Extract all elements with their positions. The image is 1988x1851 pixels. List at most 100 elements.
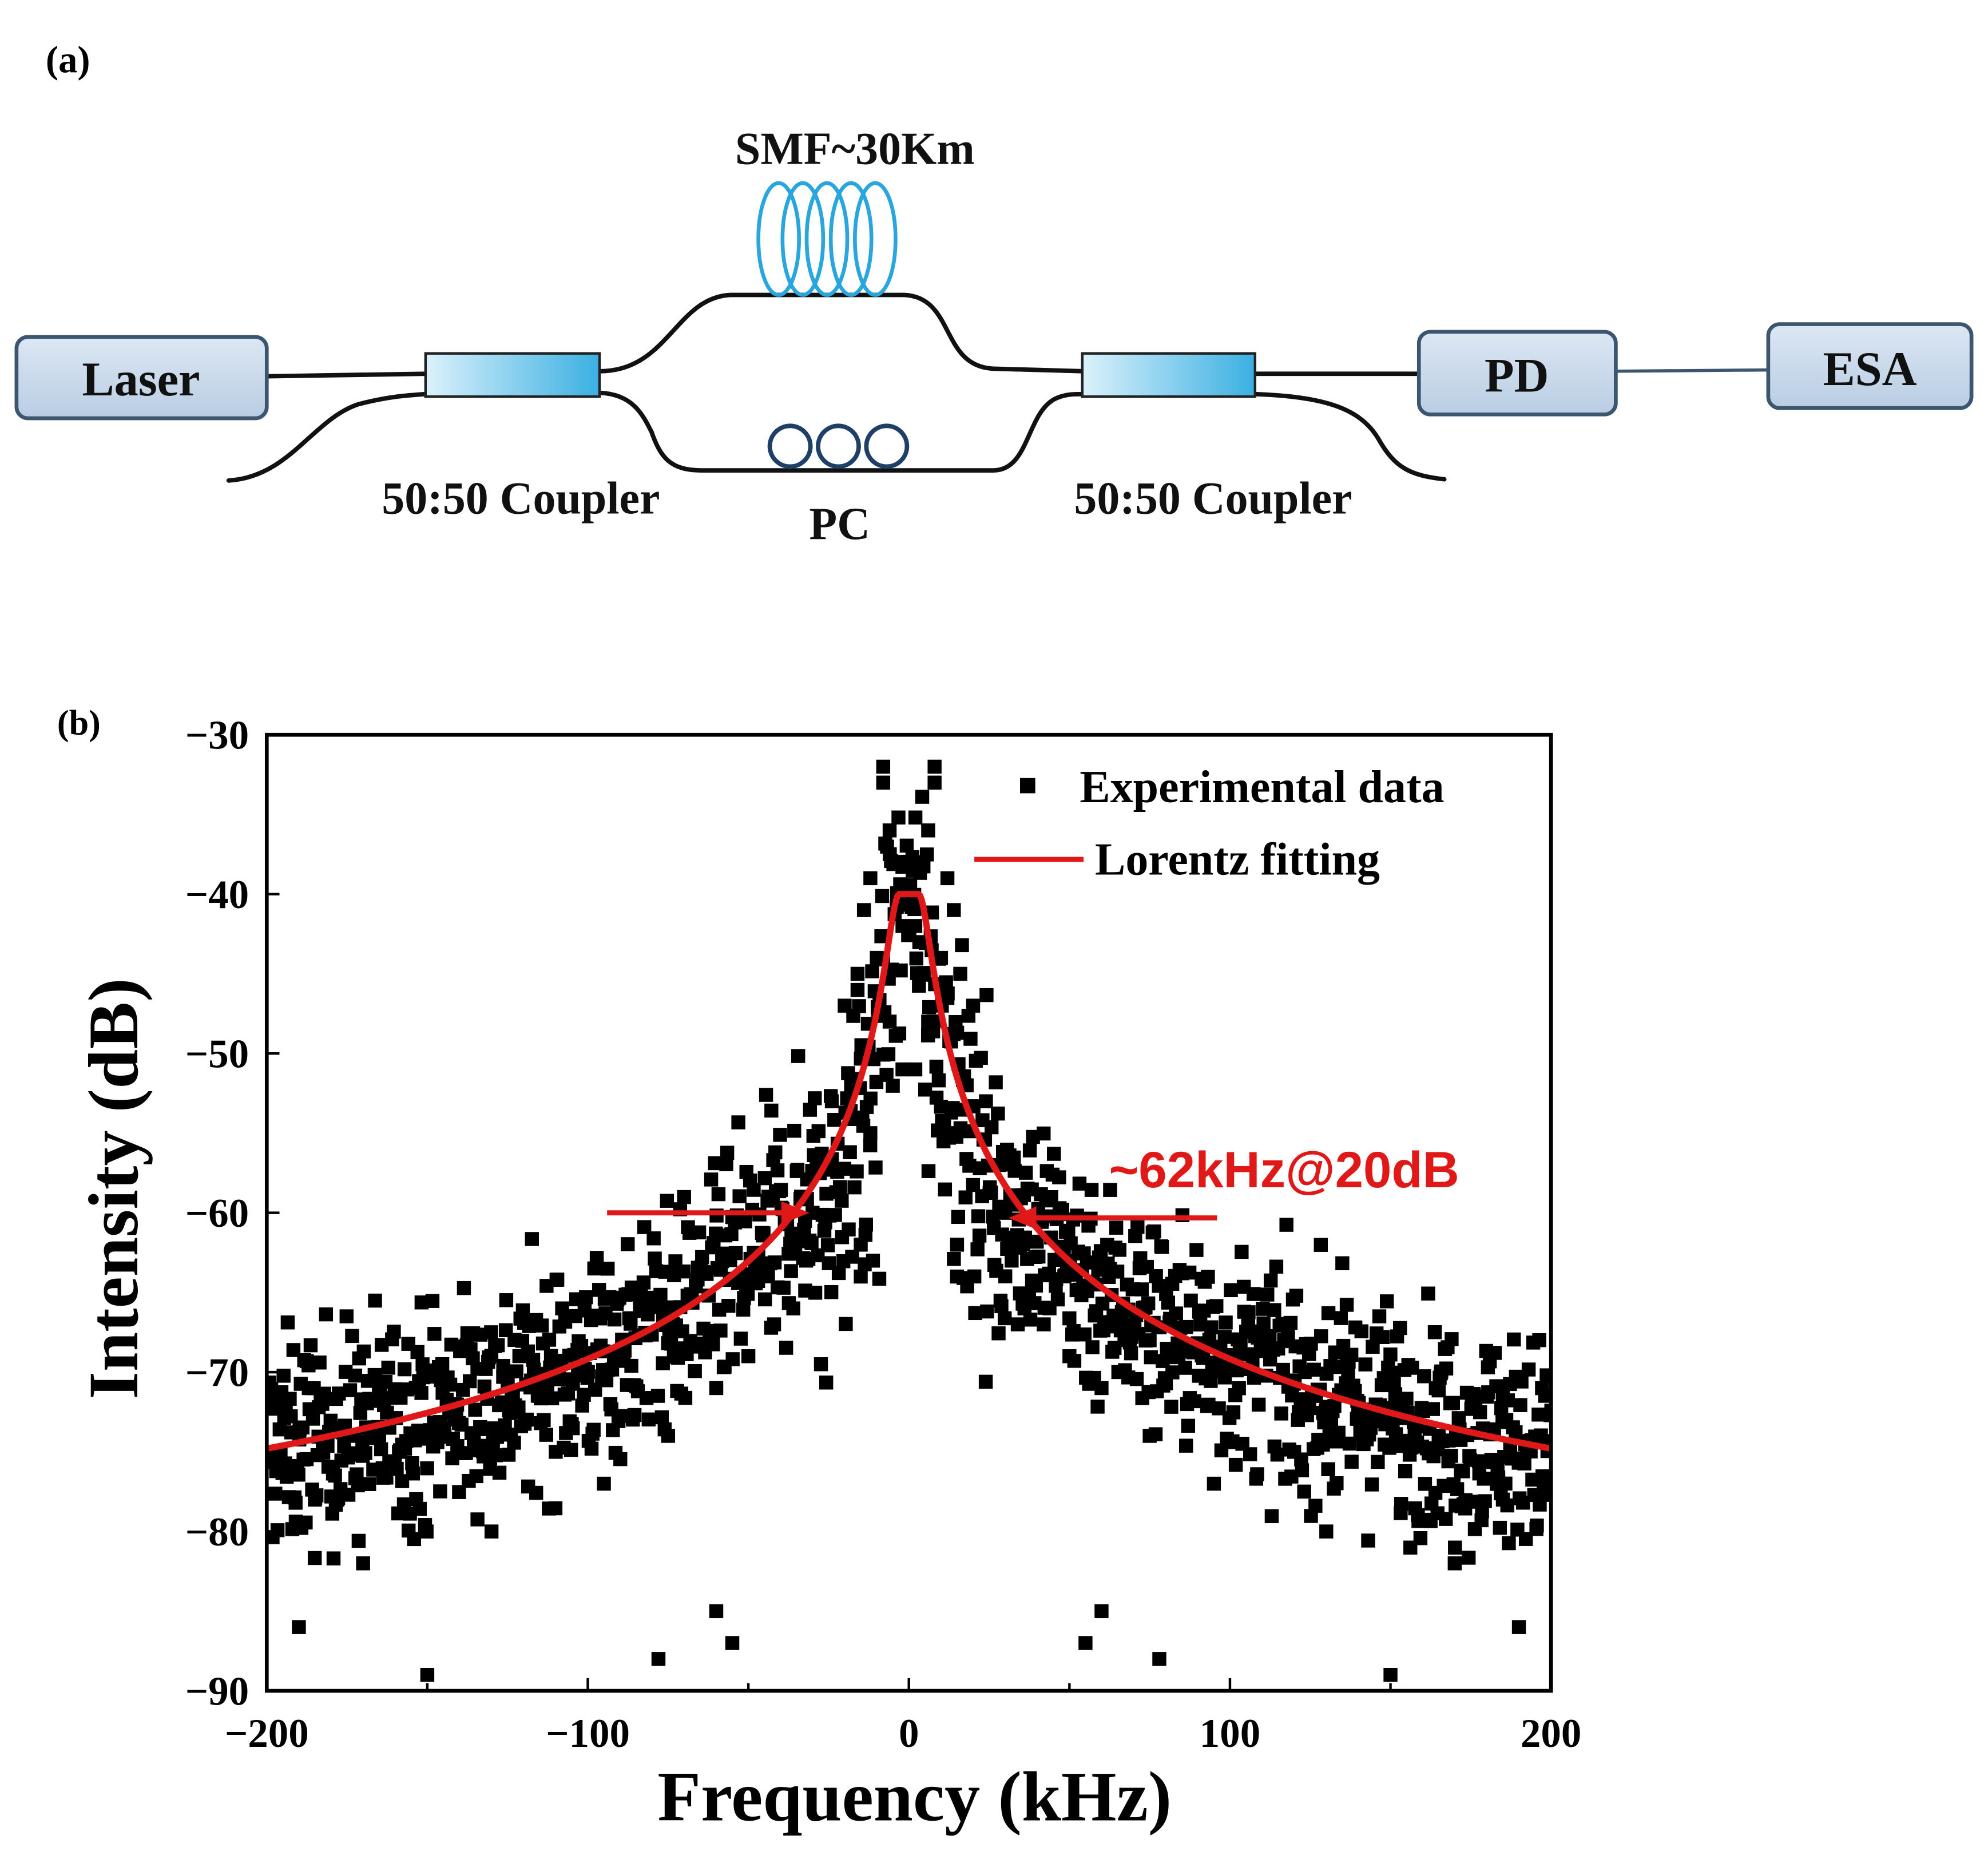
data-point	[921, 823, 935, 838]
data-point	[462, 1374, 477, 1389]
data-point	[1358, 1357, 1372, 1372]
data-point	[412, 1501, 427, 1516]
data-point	[863, 1138, 878, 1152]
data-point	[660, 1194, 674, 1208]
data-point	[1112, 1243, 1127, 1257]
data-point	[824, 1285, 839, 1299]
data-point	[1241, 1305, 1256, 1319]
data-point	[731, 1115, 745, 1129]
data-point	[1165, 1365, 1180, 1380]
data-point	[940, 871, 955, 886]
data-point	[356, 1556, 370, 1571]
data-point	[1383, 1347, 1398, 1362]
data-point	[1094, 1604, 1109, 1619]
data-point	[1124, 1346, 1138, 1361]
data-point	[1267, 1303, 1281, 1317]
data-point	[850, 982, 865, 997]
data-point	[863, 871, 878, 886]
data-point	[604, 1402, 618, 1417]
data-point	[776, 1281, 791, 1295]
data-point	[968, 1306, 982, 1321]
data-point	[876, 775, 891, 790]
data-point	[891, 810, 906, 825]
data-point	[1189, 1243, 1204, 1257]
laser-box	[14, 335, 269, 421]
data-point	[654, 1410, 669, 1425]
data-point	[457, 1281, 471, 1295]
fiber-upper-arm	[597, 292, 1085, 374]
data-point	[303, 1338, 318, 1353]
data-point	[1204, 1320, 1219, 1334]
data-point	[971, 1209, 986, 1223]
data-point	[1399, 1392, 1414, 1406]
data-point	[929, 1059, 944, 1074]
data-point	[842, 1222, 856, 1236]
data-point	[433, 1484, 447, 1499]
data-point	[1478, 1494, 1492, 1508]
data-point	[1269, 1259, 1284, 1274]
data-point	[951, 1210, 966, 1224]
data-point	[1398, 1464, 1412, 1479]
data-point	[1421, 1286, 1435, 1301]
data-point	[621, 1237, 635, 1251]
data-point	[991, 1326, 1006, 1341]
data-point	[548, 1501, 563, 1516]
data-point	[1219, 1315, 1233, 1330]
x-axis: −200 −100 0 100 200	[225, 1678, 1581, 1756]
data-point	[537, 1413, 551, 1428]
data-point	[1201, 1270, 1215, 1284]
y-tick-label: −40	[185, 873, 249, 917]
data-point	[859, 1218, 873, 1232]
data-point	[534, 1318, 549, 1333]
data-point	[1147, 1224, 1161, 1239]
data-point	[358, 1446, 372, 1460]
pc-label: PC	[809, 499, 870, 549]
data-point	[550, 1273, 565, 1287]
data-point	[941, 986, 955, 1001]
data-point	[1297, 1484, 1311, 1499]
data-point	[1531, 1408, 1546, 1422]
data-point	[958, 1190, 973, 1204]
data-point	[843, 1145, 857, 1159]
data-point	[525, 1232, 539, 1246]
data-point	[1274, 1406, 1288, 1421]
data-point	[823, 1089, 838, 1103]
data-point	[1473, 1405, 1487, 1420]
data-point	[937, 1117, 951, 1132]
data-point	[767, 1255, 782, 1270]
data-point	[490, 1338, 505, 1353]
data-point	[1178, 1361, 1192, 1375]
x-tick-label: −100	[546, 1711, 630, 1756]
data-point	[967, 1269, 982, 1284]
data-point	[994, 1299, 1009, 1314]
data-point	[677, 1190, 691, 1204]
data-point	[1513, 1398, 1527, 1412]
data-point	[907, 902, 922, 917]
data-point	[1187, 1394, 1201, 1409]
data-point	[345, 1329, 359, 1343]
data-point	[1330, 1476, 1344, 1491]
data-point	[1448, 1540, 1462, 1555]
data-point	[741, 1349, 756, 1364]
data-point	[1062, 1311, 1077, 1326]
data-point	[312, 1355, 327, 1370]
data-point	[511, 1400, 526, 1414]
data-point	[651, 1652, 666, 1666]
data-point	[501, 1448, 516, 1462]
data-point	[1471, 1454, 1486, 1468]
data-point	[581, 1365, 595, 1379]
data-point	[1314, 1238, 1328, 1252]
data-point	[1383, 1667, 1398, 1682]
panel-a-label: (a)	[46, 39, 90, 81]
data-point	[1417, 1369, 1431, 1384]
data-point	[1289, 1289, 1304, 1303]
data-point	[555, 1301, 569, 1315]
data-point	[1364, 1477, 1379, 1492]
data-point	[381, 1361, 395, 1375]
data-point	[773, 1183, 788, 1197]
data-point	[866, 1254, 880, 1268]
data-point	[1431, 1383, 1446, 1398]
data-point	[419, 1524, 434, 1539]
data-point	[1050, 1292, 1065, 1307]
data-point	[1181, 1418, 1196, 1433]
